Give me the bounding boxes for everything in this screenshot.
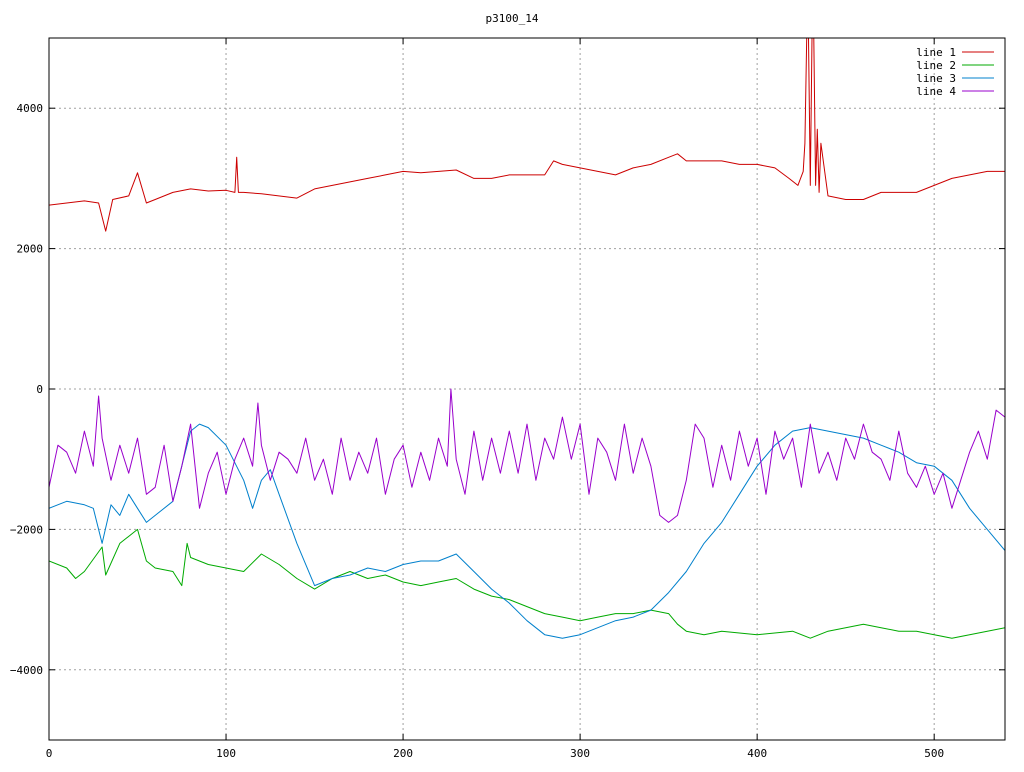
x-tick-label: 100 <box>216 747 236 760</box>
y-tick-label: 0 <box>36 383 43 396</box>
x-tick-label: 0 <box>46 747 53 760</box>
y-tick-label: 4000 <box>17 102 44 115</box>
y-tick-label: 2000 <box>17 243 44 256</box>
x-tick-label: 200 <box>393 747 413 760</box>
x-tick-label: 500 <box>924 747 944 760</box>
legend-label: line 1 <box>916 46 956 59</box>
y-tick-label: −4000 <box>10 664 43 677</box>
series-line-2 <box>49 528 1005 639</box>
grid <box>48 38 1005 740</box>
axis-ticks: 0 100 200 300 400 500 −4000 −2000 0 2000 4000 <box>10 38 1005 760</box>
y-tick-label: −2000 <box>10 523 43 536</box>
legend-label: line 2 <box>916 59 956 72</box>
legend-label: line 3 <box>916 72 956 85</box>
series-line-4 <box>49 388 1005 523</box>
series-line-1 <box>49 38 1005 232</box>
x-tick-label: 400 <box>747 747 767 760</box>
series-group <box>49 38 1005 639</box>
chart-title: p3100_14 <box>486 12 539 25</box>
x-tick-label: 300 <box>570 747 590 760</box>
legend-label: line 4 <box>916 85 956 98</box>
series-line-3 <box>49 423 1005 639</box>
plot-frame <box>48 37 1006 741</box>
